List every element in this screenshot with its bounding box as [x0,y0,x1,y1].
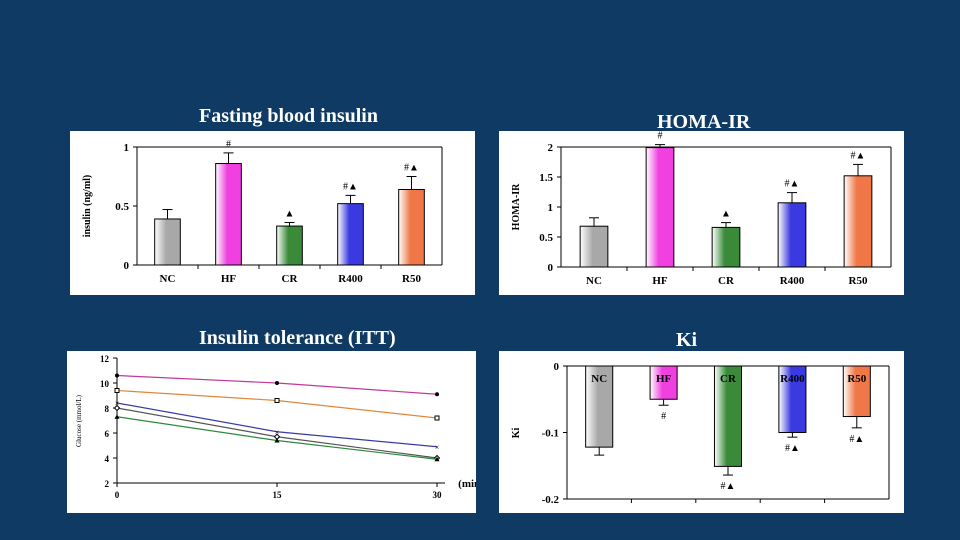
insulin-bar-hf [215,163,242,266]
insulin-chart-panel: 0 0.5 1 NC # HF ▲ CR #▲ R400 #▲ R50 insulin (ng/ml) [70,131,475,295]
itt-x-tick-label: 15 [273,490,283,500]
ki-bar-cr [713,365,743,467]
homa-y-tick-label: 2 [548,142,554,154]
homa-chart-panel: 0 0.5 1 1.5 2 NC # HF ▲ CR #▲ R400 #▲ R50 HOMA-IR [499,131,904,295]
ki-bar-nc [585,365,614,448]
homa-y-tick-label: 1 [548,202,554,214]
itt-chart-title: Insulin tolerance (ITT) [199,327,396,349]
homa-significance-marker: #▲ [851,150,866,161]
itt-y-tick-label: 10 [100,379,110,389]
ki-category-label: R400 [780,373,805,385]
ki-y-tick-label: 0 [554,361,560,373]
insulin-category-label: R400 [338,273,363,285]
homa-significance-marker: #▲ [785,179,800,190]
insulin-y-axis-label: insulin (ng/ml) [82,175,93,238]
itt-data-point [114,414,120,419]
ki-chart-panel: 0 -0.1 -0.2 NC # HF #▲ CR #▲ R400 #▲ R50 Ki [499,351,904,513]
insulin-chart-title: Fasting blood insulin [199,105,378,127]
homa-significance-marker: # [658,131,663,142]
insulin-category-label: NC [160,273,176,285]
insulin-significance-marker: #▲ [343,181,358,192]
homa-category-label: NC [586,275,602,287]
itt-chart-panel: 2 4 6 8 10 12 0 15 30 (min) Glucose (mmol/L) × × × [67,351,476,513]
ki-significance-marker: #▲ [849,434,864,445]
insulin-y-tick-label: 0 [124,260,130,272]
insulin-bar-r50 [398,188,425,266]
itt-y-tick-label: 2 [105,479,110,489]
homa-y-tick-label: 1.5 [539,172,553,184]
ki-category-label: CR [720,373,737,385]
ki-y-tick-label: -0.1 [542,428,559,440]
homa-bar-cr [711,226,741,268]
itt-series-line [116,389,438,419]
itt-y-tick-label: 6 [105,429,110,439]
homa-bar-hf [645,147,675,268]
homa-category-label: R400 [780,275,805,287]
insulin-bar-r400 [337,203,364,266]
insulin-significance-marker: # [226,139,231,150]
insulin-y-tick-label: 1 [124,142,130,154]
insulin-y-tick-label: 0.5 [115,201,129,213]
insulin-significance-marker: #▲ [404,163,419,174]
itt-x-tick-label: 30 [433,490,443,500]
homa-chart-title: HOMA-IR [657,111,751,133]
itt-y-tick-label: 12 [100,354,110,364]
homa-category-label: R50 [849,275,868,287]
itt-data-point: × [435,443,440,452]
insulin-bar-cr [276,225,303,266]
itt-series-line [116,402,438,448]
homa-significance-marker: ▲ [721,209,731,220]
itt-x-axis-label: (min) [458,478,476,490]
ki-significance-marker: #▲ [785,443,800,454]
insulin-significance-marker: ▲ [285,209,295,220]
itt-data-point [274,398,280,403]
itt-y-tick-label: 8 [105,404,110,414]
ki-significance-marker: #▲ [721,481,736,492]
ki-y-tick-label: -0.2 [542,494,560,506]
itt-data-point [115,373,119,378]
homa-bar-r50 [843,175,873,268]
homa-y-axis-label: HOMA-IR [511,183,522,230]
itt-line-chart: 2 4 6 8 10 12 0 15 30 (min) Glucose (mmol/L) × × × [75,354,476,500]
insulin-category-label: HF [221,273,237,285]
ki-category-label: HF [656,373,672,385]
insulin-bar-nc [154,218,181,266]
homa-bar-r400 [777,202,807,268]
insulin-category-label: CR [282,273,299,285]
ki-y-axis-label: Ki [511,428,522,439]
insulin-bar-chart: 0 0.5 1 NC # HF ▲ CR #▲ R400 #▲ R50 insulin (ng/ml) [82,139,443,285]
ki-bar-r400 [778,365,807,433]
ki-category-label: NC [591,373,607,385]
insulin-category-label: R50 [402,273,421,285]
itt-data-point [114,388,120,393]
itt-data-point [434,456,440,462]
homa-y-tick-label: 0 [548,262,554,274]
itt-x-tick-label: 0 [115,490,120,500]
itt-data-point: × [115,399,120,408]
homa-y-tick-label: 0.5 [539,232,553,244]
itt-data-point [113,404,121,412]
itt-data-point [434,415,440,421]
itt-data-point [275,381,279,385]
ki-bar-r50 [842,365,871,418]
itt-data-point [274,438,280,443]
ki-chart-title: Ki [676,329,698,351]
homa-bar-chart: 0 0.5 1 1.5 2 NC # HF ▲ CR #▲ R400 #▲ R50 HOMA-IR [511,131,892,287]
ki-significance-marker: # [661,411,666,422]
homa-category-label: HF [652,275,668,287]
itt-data-point: × [275,428,280,437]
itt-y-axis-label: Glucose (mmol/L) [75,394,83,447]
homa-category-label: CR [718,275,735,287]
homa-bar-nc [579,225,609,268]
itt-y-tick-label: 4 [105,454,110,464]
itt-data-point [435,392,439,397]
ki-bar-chart: 0 -0.1 -0.2 NC # HF #▲ CR #▲ R400 #▲ R50 Ki [511,361,890,506]
ki-category-label: R50 [847,373,866,385]
